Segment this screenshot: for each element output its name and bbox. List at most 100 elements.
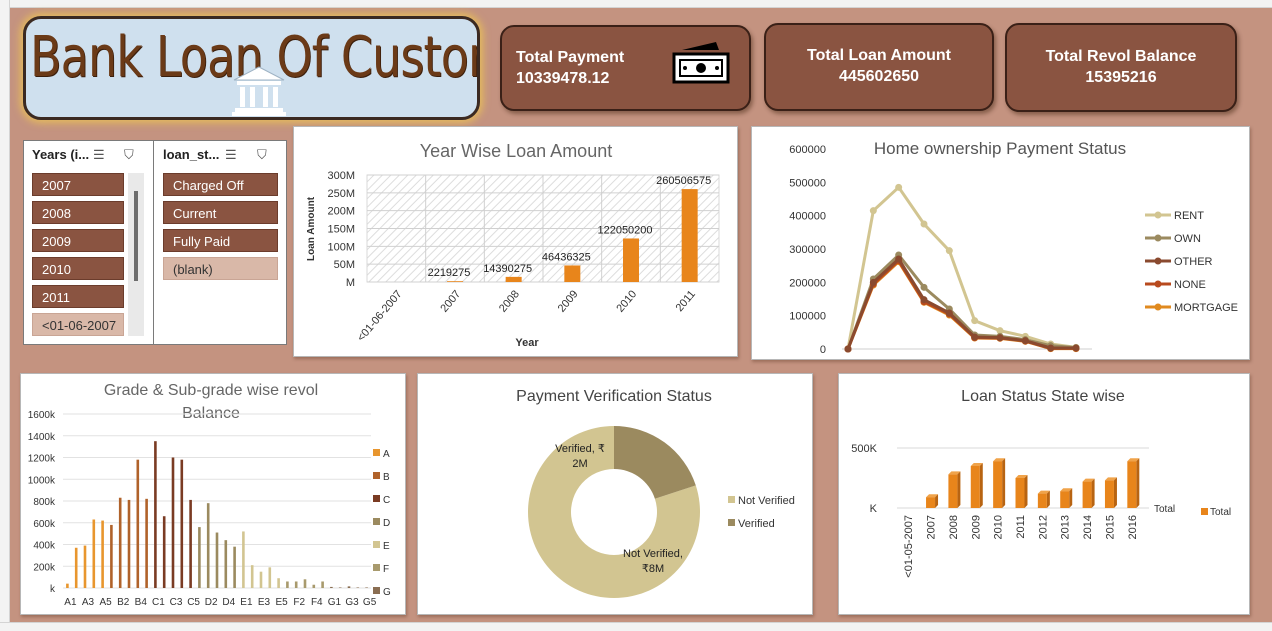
bar-2011 [1015,478,1025,508]
legend-entry: E [383,541,390,552]
data-point [1072,344,1080,352]
y-tick-label: k [50,584,56,595]
grade-revol-chart: Grade & Sub-grade wise revolBalancek200k… [28,382,391,608]
chart-title: Grade & Sub-grade wise revol [104,382,318,399]
legend-entry: OWN [1174,233,1201,245]
x-tick-label: <01-05-2007 [903,515,915,578]
clear-filter-icon[interactable]: ⛉ [257,147,267,162]
legend-marker [1154,303,1162,311]
x-tick-label: 2013 [1060,515,1072,539]
bar-2011 [681,189,698,282]
slicer-item-2008[interactable]: 2008 [32,201,124,224]
legend-entry: Total [1210,507,1231,518]
y-tick-label: 1400k [28,432,56,443]
chart-title: Home ownership Payment Status [874,139,1126,158]
slicer-item-charged-off[interactable]: Charged Off [163,173,278,196]
legend-entry: C [383,495,390,506]
slicer-item-blank[interactable]: (blank) [163,257,278,280]
bar-B2 [118,497,122,588]
slicer-item-2010[interactable]: 2010 [32,257,124,280]
data-point [920,296,928,304]
data-label: 2219275 [428,267,471,279]
x-tick-label: C5 [187,597,200,608]
legend-entry: Verified [738,518,775,530]
bar-D2 [206,503,210,588]
bank-icon [232,66,286,116]
bar-G1 [330,586,333,588]
bar-C2 [162,516,166,588]
data-label: 2M [572,458,587,470]
bar-top-2012 [1037,490,1050,494]
x-tick-label: F4 [311,597,323,608]
legend-entry: OTHER [1174,256,1213,268]
bar-E5 [277,578,280,588]
bar-E3 [259,571,263,588]
x-tick-label: G5 [363,597,377,608]
bar-F5 [321,581,324,588]
legend-swatch [1201,508,1208,515]
state-wise-chart: Loan Status State wise K 500K <01-05-2007 20… [851,388,1231,578]
multi-select-icon[interactable]: ☰ [93,147,105,162]
bar-2014 [1082,481,1092,508]
bar-top-2011 [1015,475,1028,478]
bar-C4 [180,459,184,588]
x-tick-label: 2010 [614,288,639,314]
legend-swatch [728,496,735,503]
y-tick-label: 100000 [789,311,826,323]
chart-title: Loan Status State wise [961,388,1125,405]
x-tick-label: A5 [99,597,112,608]
clear-filter-icon[interactable]: ⛉ [124,147,134,162]
total-payment-card: Total Payment 10339478.12 [500,25,751,111]
x-tick-label: 2015 [1104,515,1116,539]
data-point [869,278,877,286]
bar-B3 [127,499,131,588]
slicer-item-2011[interactable]: 2011 [32,285,124,308]
slicer-item-before-2007[interactable]: <01-06-2007 [32,313,124,336]
total-payment-label: Total Payment [516,49,625,66]
bar-G4 [356,587,360,588]
grade-revol-chart-panel: Grade & Sub-grade wise revol Balance k 200k… [20,373,406,615]
year-wise-chart: Year Wise Loan Amount M 50M 100M 150M 200M 250… [306,141,720,349]
legend-marker [1154,280,1162,288]
x-tick-label: <01-06-2007 [355,288,404,344]
x-tick-label: B4 [135,597,148,608]
x-tick-label: 2007 [926,515,938,539]
legend-swatch [373,495,380,502]
bar-2007 [447,281,463,282]
total-loan-card: Total Loan Amount 445602650 [764,23,994,111]
bar-F3 [303,579,307,588]
slicer-item-fully-paid[interactable]: Fully Paid [163,229,278,252]
bar-top-2008 [948,471,961,475]
x-tick-label: E5 [275,597,288,608]
bar-2009 [970,466,980,508]
y-tick-label: 200M [327,206,355,218]
bar-B1 [110,524,113,588]
sheet-column-header [0,0,1272,8]
bar-side-2009 [979,463,983,508]
x-tick-label: D4 [222,597,235,608]
multi-select-icon[interactable]: ☰ [225,147,237,162]
bar-side-2011 [1024,475,1028,508]
y-tick-label: 100M [327,241,355,253]
data-point [920,283,928,291]
y-tick-label: M [346,277,355,289]
bar-G3 [347,586,351,588]
bar-E2 [250,565,254,588]
y-tick-label: 150M [327,224,355,236]
years-slicer-header: Years (i... [32,147,90,162]
total-revol-value: 15395216 [1085,69,1157,86]
y-axis-label: Loan Amount [306,196,317,261]
bar-F1 [286,581,289,588]
slicer-item-2009[interactable]: 2009 [32,229,124,252]
slicer-scrollbar-thumb[interactable] [134,191,138,281]
bar-F2 [294,581,298,588]
slicer-item-current[interactable]: Current [163,201,278,224]
bar-side-2008 [957,471,961,508]
data-label: ₹8M [642,563,664,575]
slicer-item-2007[interactable]: 2007 [32,173,124,196]
bar-A5 [101,520,104,588]
sheet-row-header [0,0,10,631]
y-tick-label: 200000 [789,277,826,289]
slice-not-verified [528,426,700,598]
data-point [971,333,979,341]
